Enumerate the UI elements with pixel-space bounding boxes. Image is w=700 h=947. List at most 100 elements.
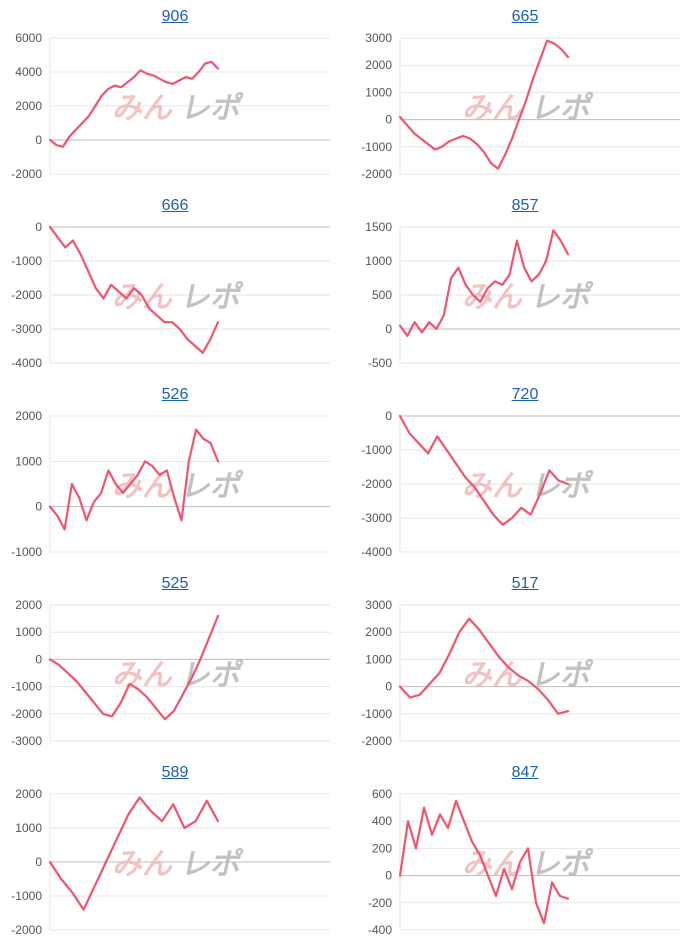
y-tick-label: -4000 xyxy=(361,545,392,559)
y-tick-label: -4000 xyxy=(11,356,42,370)
svg-text:みんレポ: みんレポ xyxy=(110,280,245,315)
chart-svg: -2000 0 2000 4000 6000 みんレポ xyxy=(11,31,330,181)
chart-panel: -2000 -1000 0 1000 2000 3000 みんレポ 665 xyxy=(350,0,700,189)
watermark-logo: みんレポ xyxy=(110,847,245,882)
y-tick-label: -1000 xyxy=(11,254,42,268)
chart-panel: -2000 0 2000 4000 6000 みんレポ 906 xyxy=(0,0,350,189)
svg-text:みんレポ: みんレポ xyxy=(460,847,595,882)
chart-title-link[interactable]: 857 xyxy=(511,197,539,214)
chart-title-link[interactable]: 666 xyxy=(161,197,189,214)
chart-svg: -4000 -3000 -2000 -1000 0 みんレポ xyxy=(361,409,680,559)
y-tick-label: 0 xyxy=(385,322,392,336)
chart-svg: -1000 0 1000 2000 みんレポ xyxy=(11,409,330,559)
y-tick-label: 3000 xyxy=(365,31,392,45)
y-tick-label: -2000 xyxy=(11,923,42,937)
series-line xyxy=(398,617,570,715)
watermark-logo: みんレポ xyxy=(460,847,595,882)
chart-title-link[interactable]: 665 xyxy=(511,8,539,25)
y-tick-label: 1000 xyxy=(365,652,392,666)
y-tick-label: -1000 xyxy=(361,140,392,154)
y-tick-label: 2000 xyxy=(15,99,42,113)
chart-svg: -2000 -1000 0 1000 2000 3000 みんレポ xyxy=(361,598,680,748)
chart-title-link[interactable]: 906 xyxy=(161,8,189,25)
y-tick-label: 200 xyxy=(372,841,392,855)
y-tick-label: 0 xyxy=(385,113,392,127)
y-tick-label: 1000 xyxy=(365,85,392,99)
y-tick-label: 3000 xyxy=(365,598,392,612)
y-tick-label: 600 xyxy=(372,787,392,801)
svg-text:みんレポ: みんレポ xyxy=(110,91,245,126)
chart-svg: -2000 -1000 0 1000 2000 みんレポ xyxy=(11,787,330,937)
watermark-logo: みんレポ xyxy=(110,91,245,126)
chart-title-link[interactable]: 517 xyxy=(511,575,539,592)
y-tick-label: -3000 xyxy=(11,322,42,336)
y-tick-label: 500 xyxy=(372,288,392,302)
y-tick-label: -1000 xyxy=(361,707,392,721)
chart-svg: -4000 -3000 -2000 -1000 0 みんレポ xyxy=(11,220,330,370)
series-line xyxy=(398,39,570,170)
watermark-logo: みんレポ xyxy=(110,280,245,315)
watermark-logo: みんレポ xyxy=(460,280,595,315)
chart-panel: -4000 -3000 -2000 -1000 0 みんレポ 666 xyxy=(0,189,350,378)
chart-panel: -400 -200 0 200 400 600 みんレポ 847 xyxy=(350,756,700,945)
chart-panel: -500 0 500 1000 1500 みんレポ 857 xyxy=(350,189,700,378)
y-tick-label: -200 xyxy=(368,896,392,910)
y-tick-label: 0 xyxy=(35,855,42,869)
chart-title-link[interactable]: 720 xyxy=(511,386,539,403)
watermark-logo: みんレポ xyxy=(110,658,245,693)
svg-text:みんレポ: みんレポ xyxy=(110,847,245,882)
y-tick-label: -2000 xyxy=(11,167,42,181)
y-tick-label: 0 xyxy=(385,680,392,694)
y-tick-label: -2000 xyxy=(361,167,392,181)
y-tick-label: -1000 xyxy=(11,545,42,559)
y-tick-label: -3000 xyxy=(11,734,42,748)
chart-svg: -500 0 500 1000 1500 みんレポ xyxy=(365,220,680,370)
chart-panel: -2000 -1000 0 1000 2000 みんレポ 589 xyxy=(0,756,350,945)
chart-title-link[interactable]: 589 xyxy=(161,764,189,781)
svg-text:みんレポ: みんレポ xyxy=(460,280,595,315)
y-tick-label: 2000 xyxy=(365,625,392,639)
svg-text:みんレポ: みんレポ xyxy=(110,469,245,504)
series-line xyxy=(48,60,220,148)
chart-panel: -3000 -2000 -1000 0 1000 2000 みんレポ 525 xyxy=(0,567,350,756)
y-tick-label: -1000 xyxy=(11,889,42,903)
y-tick-label: 0 xyxy=(385,409,392,423)
svg-text:みんレポ: みんレポ xyxy=(110,658,245,693)
y-tick-label: -1000 xyxy=(361,443,392,457)
watermark-logo: みんレポ xyxy=(460,658,595,693)
watermark-logo: みんレポ xyxy=(460,469,595,504)
chart-svg: -400 -200 0 200 400 600 みんレポ xyxy=(368,787,680,937)
chart-title-link[interactable]: 525 xyxy=(161,575,189,592)
y-tick-label: 1500 xyxy=(365,220,392,234)
series-line xyxy=(398,799,570,925)
y-tick-label: 4000 xyxy=(15,65,42,79)
y-tick-label: 0 xyxy=(35,220,42,234)
y-tick-label: 0 xyxy=(385,869,392,883)
watermark-logo: みんレポ xyxy=(110,469,245,504)
series-line xyxy=(398,229,570,337)
y-tick-label: -3000 xyxy=(361,511,392,525)
y-tick-label: 2000 xyxy=(15,787,42,801)
chart-panel: -1000 0 1000 2000 みんレポ 526 xyxy=(0,378,350,567)
y-tick-label: 1000 xyxy=(15,454,42,468)
series-line xyxy=(48,428,220,531)
y-tick-label: -1000 xyxy=(11,680,42,694)
y-tick-label: 2000 xyxy=(15,598,42,612)
watermark-logo: みんレポ xyxy=(460,91,595,126)
series-line xyxy=(48,225,220,354)
y-tick-label: -400 xyxy=(368,923,392,937)
y-tick-label: 1000 xyxy=(15,625,42,639)
svg-text:みんレポ: みんレポ xyxy=(460,91,595,126)
chart-svg: -2000 -1000 0 1000 2000 3000 みんレポ xyxy=(361,31,680,181)
y-tick-label: 0 xyxy=(35,133,42,147)
chart-title-link[interactable]: 526 xyxy=(161,386,189,403)
y-tick-label: -2000 xyxy=(11,288,42,302)
chart-panel: -4000 -3000 -2000 -1000 0 みんレポ 720 xyxy=(350,378,700,567)
y-tick-label: -2000 xyxy=(11,707,42,721)
chart-title-link[interactable]: 847 xyxy=(511,764,539,781)
chart-panel: -2000 -1000 0 1000 2000 3000 みんレポ 517 xyxy=(350,567,700,756)
y-tick-label: 2000 xyxy=(15,409,42,423)
y-tick-label: -2000 xyxy=(361,734,392,748)
svg-text:みんレポ: みんレポ xyxy=(460,658,595,693)
y-tick-label: 0 xyxy=(35,652,42,666)
